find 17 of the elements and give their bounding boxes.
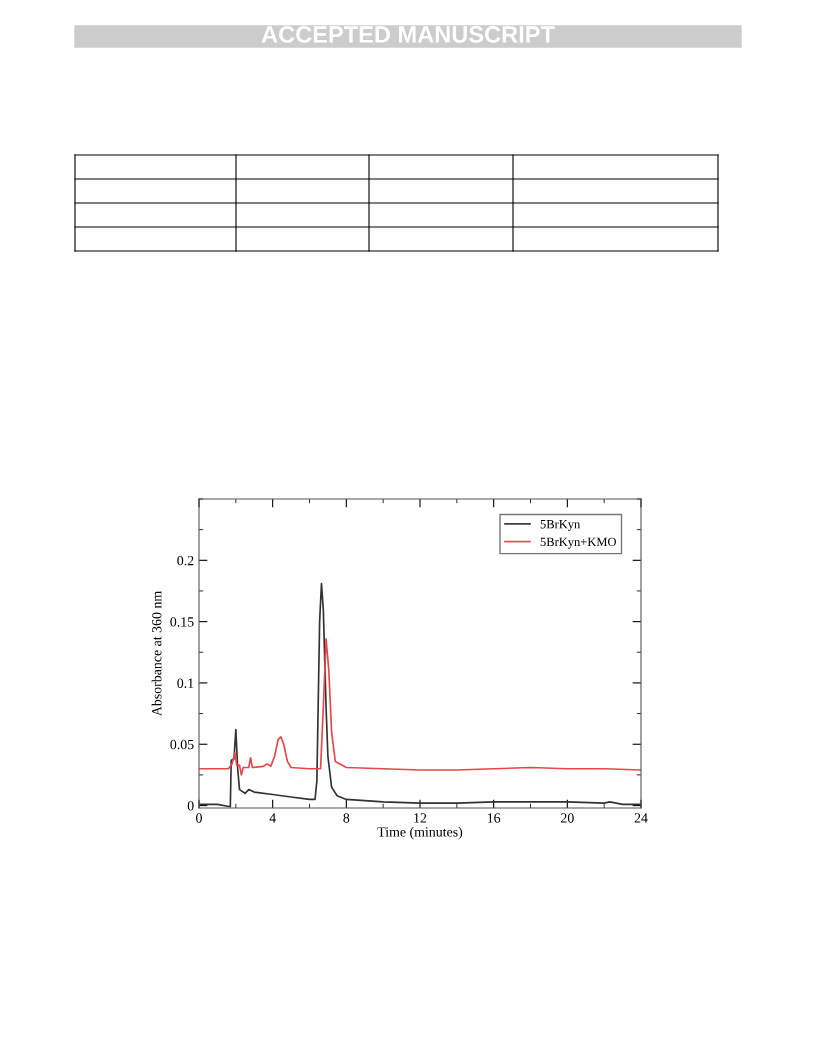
y-tick-label: 0.15: [170, 617, 194, 627]
x-tick-label: 4: [269, 813, 276, 823]
x-axis-title: Time (minutes): [377, 826, 463, 840]
y-tick-label: 0.2: [177, 555, 194, 566]
legend-label: 5BrKyn+KMO: [540, 537, 616, 549]
y-axis-title: Absorbance at 360 nm: [151, 591, 162, 717]
y-tick-label: 0.1: [177, 678, 194, 688]
x-tick-label: 24: [634, 813, 648, 823]
line-series: [199, 637, 641, 776]
x-tick-label: 12: [414, 813, 427, 823]
x-tick-label: 16: [487, 813, 501, 823]
x-tick-label: 8: [343, 813, 350, 823]
x-tick-label: 0: [196, 813, 202, 823]
legend-label: 5BrKyn: [540, 520, 581, 531]
y-tick-label: 0: [187, 801, 194, 811]
y-tick-label: 0.05: [170, 739, 194, 750]
x-tick-label: 20: [561, 813, 574, 823]
